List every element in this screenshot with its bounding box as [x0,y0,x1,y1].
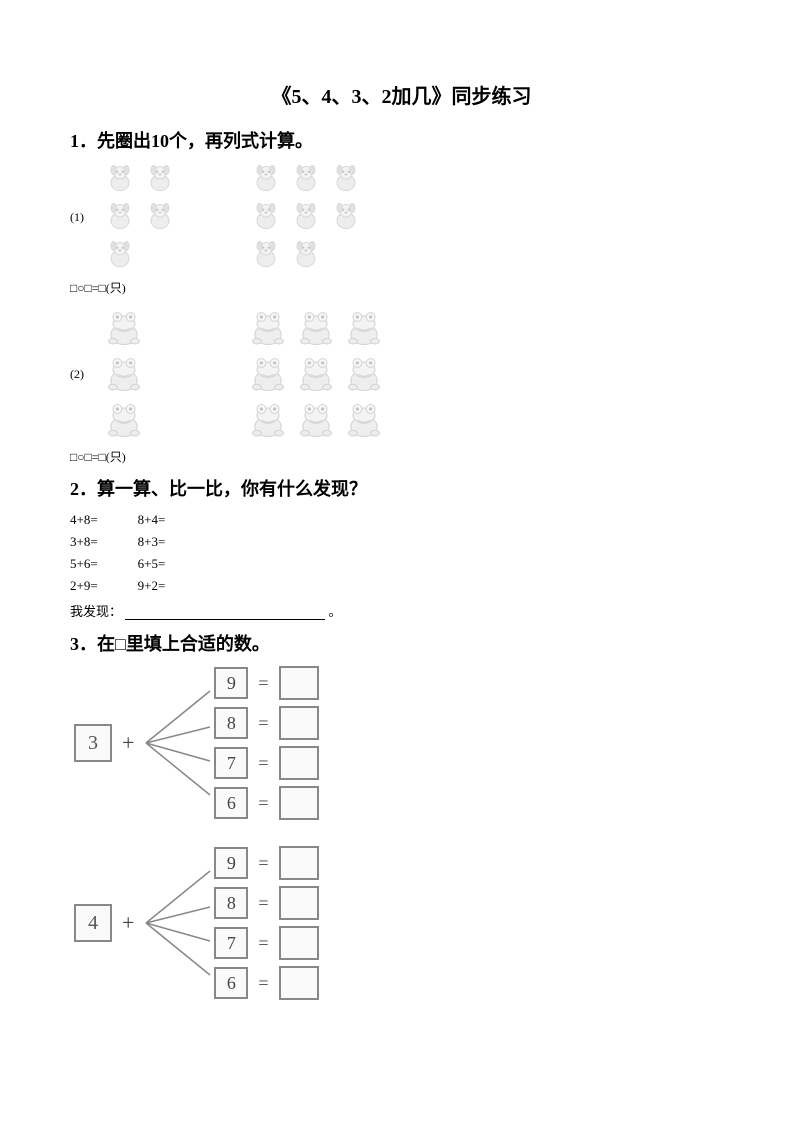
frog-icon [102,352,146,396]
plus-sign: + [122,730,134,756]
q3-right-row: 9= [214,846,318,880]
q1-part1-row: (1) [70,161,733,273]
q3-left-number-box: 4 [74,904,112,942]
q1-eq1: □○□=□(只) [70,279,733,296]
frog-icon [342,398,386,442]
q1-left-group-1 [102,161,178,273]
q2-expr-left: 4+8= [70,509,98,531]
dog-icon [142,161,178,197]
q2-found-row: 我发现： 。 [70,601,733,620]
equals-sign: = [258,713,268,734]
frog-icon [294,306,338,350]
q2-calc-grid: 4+8= 8+4= 3+8= 8+3= 5+6= 6+5= 2+9= 9+2= [70,509,733,597]
q3-answer-box[interactable] [279,926,319,960]
q2-answer-blank[interactable] [125,605,325,620]
q2-expr-right: 6+5= [138,553,166,575]
frog-icon [246,306,290,350]
q3-addend-box: 8 [214,707,248,739]
frog-icon [246,352,290,396]
q3-right-column: 9=8=7=6= [214,846,318,1000]
q2-expr-left: 2+9= [70,575,98,597]
equals-sign: = [258,753,268,774]
q1-part2-row: (2) [70,306,733,442]
frog-icon [342,352,386,396]
dog-icon [328,161,364,197]
dog-icon [102,161,138,197]
q3-answer-box[interactable] [279,706,319,740]
q3-addend-box: 9 [214,667,248,699]
q3-right-row: 7= [214,926,318,960]
q2-heading: 2．算一算、比一比，你有什么发现？ [70,475,733,501]
q3-answer-box[interactable] [279,846,319,880]
q3-answer-box[interactable] [279,746,319,780]
q3-left-number-box: 3 [74,724,112,762]
frog-icon [102,306,146,350]
q3-answer-box[interactable] [279,966,319,1000]
q3-set: 4+9=8=7=6= [74,846,733,1000]
q3-heading: 3．在□里填上合适的数。 [70,630,733,656]
q1-right-group-1 [248,161,364,273]
q3-right-row: 9= [214,666,318,700]
frog-icon [294,398,338,442]
q2-found-label: 我发现： [70,604,122,619]
q1-heading: 1．先圈出10个，再列式计算。 [70,127,733,153]
dog-icon [288,199,324,235]
q3-right-row: 8= [214,886,318,920]
q3-addend-box: 7 [214,927,248,959]
q2-row: 2+9= 9+2= [70,575,733,597]
dog-icon [248,237,284,273]
dog-icon [102,237,138,273]
branch-lines-icon [144,853,214,993]
q3-right-row: 6= [214,966,318,1000]
frog-icon [342,306,386,350]
q2-expr-left: 5+6= [70,553,98,575]
q1-right-group-2 [246,306,386,442]
dog-icon [142,199,178,235]
frog-icon [246,398,290,442]
q3-right-row: 6= [214,786,318,820]
q2-expr-right: 9+2= [138,575,166,597]
q3-addend-box: 7 [214,747,248,779]
q3-answer-box[interactable] [279,886,319,920]
dog-icon [288,161,324,197]
worksheet-title: 《5、4、3、2加几》同步练习 [70,80,733,109]
q3-right-row: 8= [214,706,318,740]
q1-sub2-label: (2) [70,367,84,382]
q3-answer-box[interactable] [279,786,319,820]
equals-sign: = [258,793,268,814]
q1-sub1-label: (1) [70,210,84,225]
q3-addend-box: 8 [214,887,248,919]
equals-sign: = [258,933,268,954]
q2-expr-left: 3+8= [70,531,98,553]
q2-row: 4+8= 8+4= [70,509,733,531]
q2-row: 5+6= 6+5= [70,553,733,575]
q3-addend-box: 9 [214,847,248,879]
q2-row: 3+8= 8+3= [70,531,733,553]
q2-expr-right: 8+3= [138,531,166,553]
dog-icon [328,199,364,235]
q3-answer-box[interactable] [279,666,319,700]
q3-section: 3+9=8=7=6=4+9=8=7=6= [74,666,733,1000]
dog-icon [102,199,138,235]
q3-right-row: 7= [214,746,318,780]
dog-icon [248,199,284,235]
q3-set: 3+9=8=7=6= [74,666,733,820]
q1-left-group-2 [102,306,146,442]
equals-sign: = [258,853,268,874]
equals-sign: = [258,973,268,994]
frog-icon [102,398,146,442]
q3-right-column: 9=8=7=6= [214,666,318,820]
q2-expr-right: 8+4= [138,509,166,531]
branch-lines-icon [144,673,214,813]
q2-period: 。 [329,604,342,619]
dog-icon [248,161,284,197]
q3-addend-box: 6 [214,787,248,819]
equals-sign: = [258,673,268,694]
equals-sign: = [258,893,268,914]
plus-sign: + [122,910,134,936]
dog-icon [288,237,324,273]
frog-icon [294,352,338,396]
q3-addend-box: 6 [214,967,248,999]
q1-eq2: □○□=□(只) [70,448,733,465]
